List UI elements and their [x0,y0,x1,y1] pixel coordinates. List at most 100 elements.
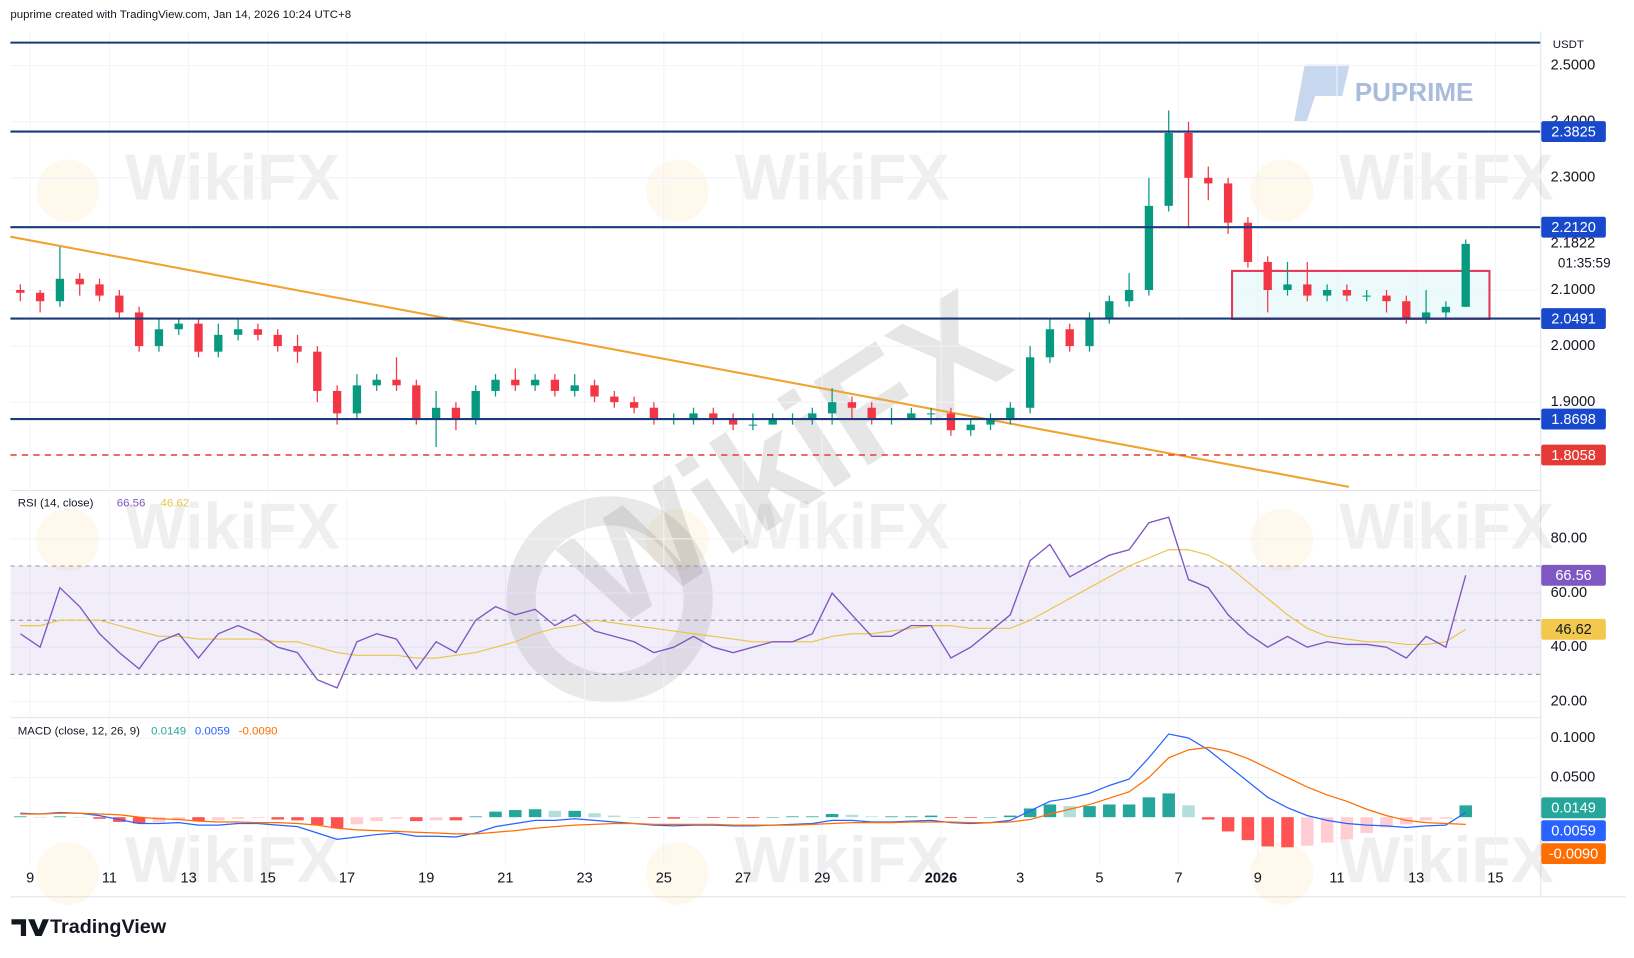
value-tag-bg [1541,618,1606,640]
candle-body [134,312,144,347]
histogram-bar [1083,806,1096,818]
y-tick-label: 2.5000 [1551,57,1596,73]
histogram-bar [746,817,760,818]
histogram-bar [885,816,898,818]
candle-body [728,418,738,425]
histogram-bar [1043,804,1057,818]
candle-body [313,351,322,391]
x-tick-label: 5 [1095,870,1103,886]
legend-value: 46.62 [160,498,189,510]
x-tick-label: 25 [656,870,672,886]
histogram-bar [291,817,304,821]
histogram-bar [390,817,403,819]
histogram-bar [1439,817,1453,819]
footer-text: TradingView [50,916,167,938]
x-tick-label: 15 [1487,870,1503,886]
watermark-logo [36,842,99,905]
x-tick-label: 29 [814,870,830,886]
brand-logo [1294,64,1350,122]
pane-separator [10,717,1541,719]
histogram-bar [548,810,562,818]
histogram-bar [825,814,839,818]
candle-body [1303,284,1312,296]
candle-body [1164,132,1173,206]
price-level-tag-bg [1541,121,1606,142]
histogram-bar [568,810,581,818]
watermark-logo [1250,508,1314,572]
y-tick-label: 0.0500 [1551,769,1596,785]
candle-body [1124,289,1134,302]
candle-body [372,379,381,386]
candle-body [253,329,263,335]
histogram-bar [73,817,86,818]
candle-body [491,379,500,391]
candle-body [273,334,282,347]
histogram-bar [449,817,463,821]
histogram-bar [212,817,225,821]
y-tick-label: 2.3000 [1551,170,1596,186]
y-tick-label: 2.0000 [1551,338,1596,354]
axis-border [1540,31,1542,897]
histogram-bar [528,809,542,818]
histogram-bar [924,815,938,818]
price-level-tag: 2.0491 [1551,311,1596,327]
candle-body [75,278,84,285]
candle-body [214,334,223,352]
y-tick-label: 60.00 [1551,585,1587,601]
brand: PUPRIME [1355,77,1474,107]
value-tag-bg [1541,820,1606,842]
y-tick-label: 20.00 [1551,693,1587,709]
pane-separator [10,489,1541,491]
candle-body [392,379,401,386]
value-tag: 0.0149 [1551,801,1596,817]
histogram-bar [509,810,522,818]
legend-value: 0.0149 [151,726,186,738]
x-tick-label: 13 [181,870,197,886]
candle-body [35,292,45,302]
y-tick-label: 0.1000 [1551,730,1596,746]
histogram-bar [410,817,423,822]
candle-body [332,390,342,414]
candle-body [412,385,421,419]
histogram-bar [627,817,641,818]
x-tick-label: 19 [418,870,434,886]
candle-body [768,418,777,425]
candle-body [966,424,975,431]
credit: puprime created with TradingView.com, Ja… [10,9,351,21]
candle-body [867,407,876,419]
x-tick-label: 21 [497,870,513,886]
x-tick-label: 13 [1408,870,1424,886]
histogram-bar [1419,817,1433,821]
candle-body [709,413,718,419]
watermark: WikiFX [735,491,950,563]
candle-body [610,396,619,403]
histogram-bar [1023,808,1037,818]
value-tag-bg [1541,564,1606,586]
histogram-bar [944,817,958,818]
price-level-tag-bg [1541,308,1606,329]
candle-body [590,385,599,397]
histogram-bar [53,816,67,818]
y-tick-label: 40.00 [1551,639,1587,655]
candle-body [1362,295,1371,297]
value-tag-bg [1541,797,1606,819]
histogram-bar [707,817,720,818]
candle-body [293,346,302,352]
histogram-bar [93,817,106,819]
histogram-bar [1063,806,1076,818]
candle-body [16,289,25,293]
candle-body [1283,284,1292,290]
y-tick-label: 1.9000 [1551,394,1596,410]
x-tick-label: 27 [735,870,751,886]
candle-body [1204,177,1213,184]
histogram-bar [845,814,859,818]
candle-body [1025,357,1035,408]
histogram-bar [489,811,502,818]
candle-body [174,323,183,330]
candle-body [986,418,995,425]
candle-body [926,413,936,415]
y-tick-label: 2.1000 [1551,282,1596,298]
candle-body [946,413,956,431]
